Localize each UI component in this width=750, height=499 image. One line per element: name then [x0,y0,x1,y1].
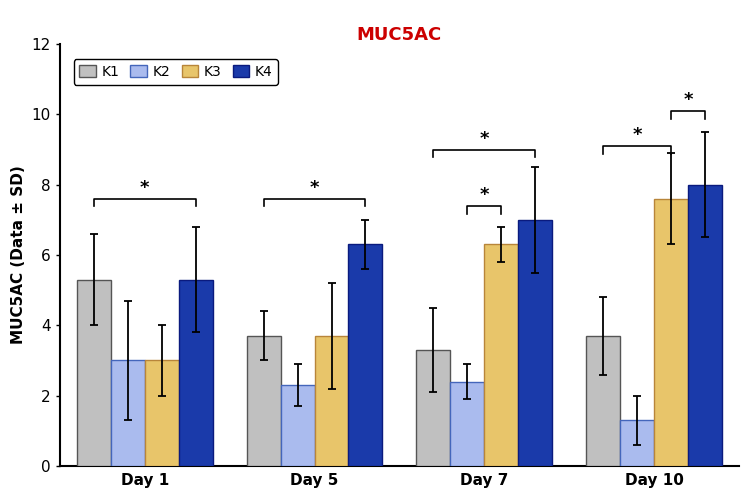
Legend: K1, K2, K3, K4: K1, K2, K3, K4 [74,59,278,84]
Bar [688,185,722,466]
Bar [77,279,111,466]
Bar [654,199,688,466]
Text: *: * [683,91,693,109]
Bar [314,336,349,466]
Bar [484,245,518,466]
Text: *: * [310,179,320,197]
Bar [247,336,280,466]
Bar [280,385,314,466]
Text: *: * [140,179,149,197]
Text: *: * [632,126,642,144]
Bar [178,279,213,466]
Text: *: * [479,130,489,148]
Bar [111,360,145,466]
Bar [620,420,654,466]
Bar [349,245,382,466]
Bar [416,350,450,466]
Title: MUC5AC: MUC5AC [357,26,442,44]
Bar [450,382,484,466]
Bar [518,220,552,466]
Text: *: * [479,186,489,204]
Bar [586,336,620,466]
Bar [145,360,178,466]
Y-axis label: MUC5AC (Data ± SD): MUC5AC (Data ± SD) [11,166,26,344]
